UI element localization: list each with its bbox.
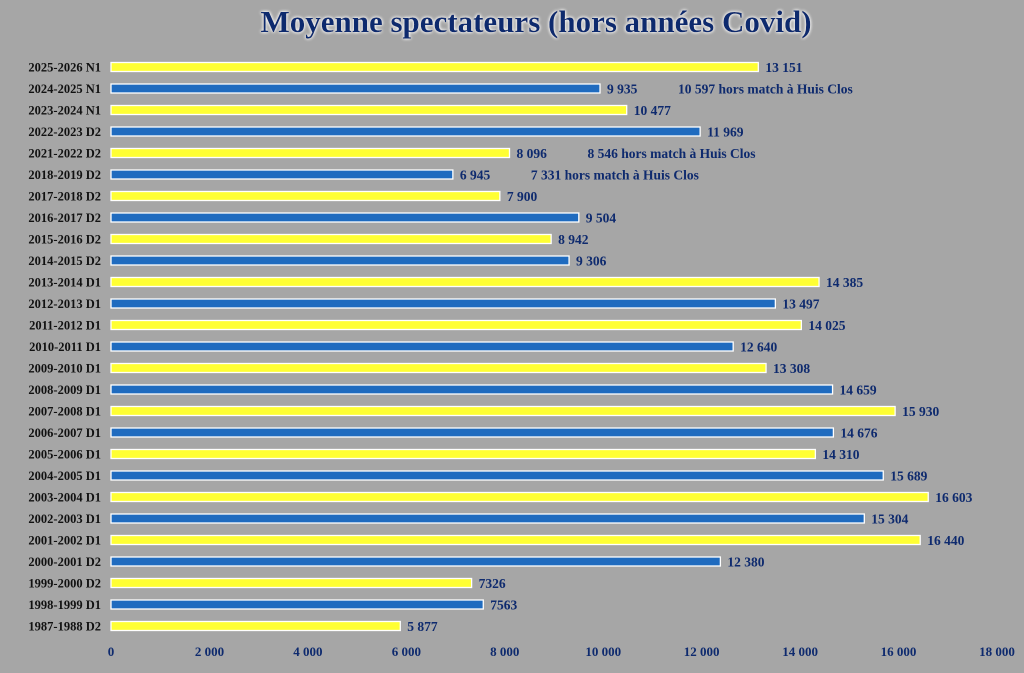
data-label: 10 477 (634, 103, 671, 118)
data-label: 9 935 (607, 81, 638, 96)
bar (110, 534, 921, 546)
category-label: 2004-2005 D1 (28, 469, 101, 483)
x-tick-label: 2 000 (195, 644, 224, 659)
category-label: 2014-2015 D2 (28, 254, 101, 268)
data-label: 14 659 (840, 382, 877, 397)
category-label: 2025-2026 N1 (28, 61, 101, 75)
bar (110, 233, 552, 245)
data-label: 14 025 (808, 318, 845, 333)
bar (110, 470, 884, 481)
x-tick-label: 14 000 (782, 644, 818, 659)
category-label: 2005-2006 D1 (28, 448, 101, 462)
data-label: 14 310 (822, 447, 859, 462)
annotation: 8 546 hors match à Huis Clos (588, 146, 756, 161)
data-label: 12 640 (740, 339, 777, 354)
bar (110, 276, 820, 288)
bar (110, 577, 473, 589)
category-label: 2001-2002 D1 (28, 534, 101, 548)
x-tick-label: 8 000 (490, 644, 519, 659)
bar (110, 427, 835, 438)
data-label: 7563 (490, 597, 517, 612)
x-tick-label: 16 000 (881, 644, 917, 659)
x-tick-label: 10 000 (585, 644, 621, 659)
bar (110, 169, 454, 180)
bar (110, 362, 767, 374)
x-tick-label: 12 000 (684, 644, 720, 659)
category-label: 2006-2007 D1 (28, 426, 101, 440)
bar (110, 341, 734, 352)
data-label: 9 306 (576, 253, 607, 268)
bar (110, 212, 580, 223)
category-label: 2011-2012 D1 (29, 319, 101, 333)
data-label: 11 969 (707, 124, 744, 139)
category-label: 2023-2024 N1 (28, 104, 101, 118)
bar (110, 255, 570, 266)
bar (110, 298, 777, 309)
category-label: 1999-2000 D2 (28, 577, 101, 591)
bar (110, 190, 501, 202)
category-label: 2009-2010 D1 (28, 362, 101, 376)
data-label: 14 385 (826, 275, 863, 290)
data-label: 8 096 (517, 146, 548, 161)
bar (110, 620, 401, 632)
category-label: 2022-2023 D2 (28, 125, 101, 139)
data-label: 15 304 (871, 511, 908, 526)
bar (110, 104, 628, 116)
data-label: 5 877 (407, 619, 438, 634)
category-label: 2012-2013 D1 (28, 297, 101, 311)
bar (110, 491, 929, 503)
bar (110, 83, 601, 94)
category-label: 2024-2025 N1 (28, 82, 101, 96)
annotation: 10 597 hors match à Huis Clos (678, 81, 853, 96)
data-label: 7326 (479, 576, 506, 591)
category-label: 2021-2022 D2 (28, 147, 101, 161)
x-tick-label: 6 000 (392, 644, 421, 659)
bar (110, 513, 865, 524)
data-label: 12 380 (727, 554, 764, 569)
category-label: 1998-1999 D1 (28, 598, 101, 612)
bar (110, 126, 701, 137)
x-tick-label: 0 (108, 644, 115, 659)
category-label: 2002-2003 D1 (28, 512, 101, 526)
category-label: 2007-2008 D1 (28, 405, 101, 419)
category-label: 2015-2016 D2 (28, 233, 101, 247)
data-label: 7 900 (507, 189, 538, 204)
bar (110, 556, 722, 567)
data-label: 13 151 (765, 60, 802, 75)
data-label: 16 603 (935, 490, 972, 505)
bar (110, 61, 759, 73)
data-label: 13 497 (782, 296, 819, 311)
data-label: 9 504 (586, 210, 617, 225)
category-label: 2003-2004 D1 (28, 491, 101, 505)
data-label: 14 676 (840, 425, 877, 440)
data-label: 13 308 (773, 361, 810, 376)
data-label: 15 930 (902, 404, 939, 419)
data-label: 15 689 (890, 468, 927, 483)
x-tick-label: 18 000 (979, 644, 1015, 659)
category-label: 1987-1988 D2 (28, 620, 101, 634)
bar (110, 147, 511, 159)
data-label: 6 945 (460, 167, 491, 182)
category-label: 2008-2009 D1 (28, 383, 101, 397)
category-label: 2013-2014 D1 (28, 276, 101, 290)
bar (110, 384, 834, 395)
data-label: 8 942 (558, 232, 589, 247)
category-label: 2016-2017 D2 (28, 211, 101, 225)
x-tick-label: 4 000 (293, 644, 322, 659)
bar (110, 319, 802, 331)
category-label: 2017-2018 D2 (28, 190, 101, 204)
chart-title: Moyenne spectateurs (hors années Covid) (260, 4, 811, 39)
bar (110, 405, 896, 417)
bar (110, 448, 817, 460)
bar (110, 599, 484, 610)
data-label: 16 440 (927, 533, 964, 548)
category-label: 2018-2019 D2 (28, 168, 101, 182)
bars-group: 2025-2026 N1 13 151 2024-2025 N1 9 935 10 59… (28, 60, 972, 634)
category-label: 2010-2011 D1 (29, 340, 101, 354)
annotation: 7 331 hors match à Huis Clos (531, 167, 699, 182)
x-axis: 0 2 000 4 000 6 000 8 000 10 000 12 000 14 000 1… (108, 644, 1015, 659)
category-label: 2000-2001 D2 (28, 555, 101, 569)
